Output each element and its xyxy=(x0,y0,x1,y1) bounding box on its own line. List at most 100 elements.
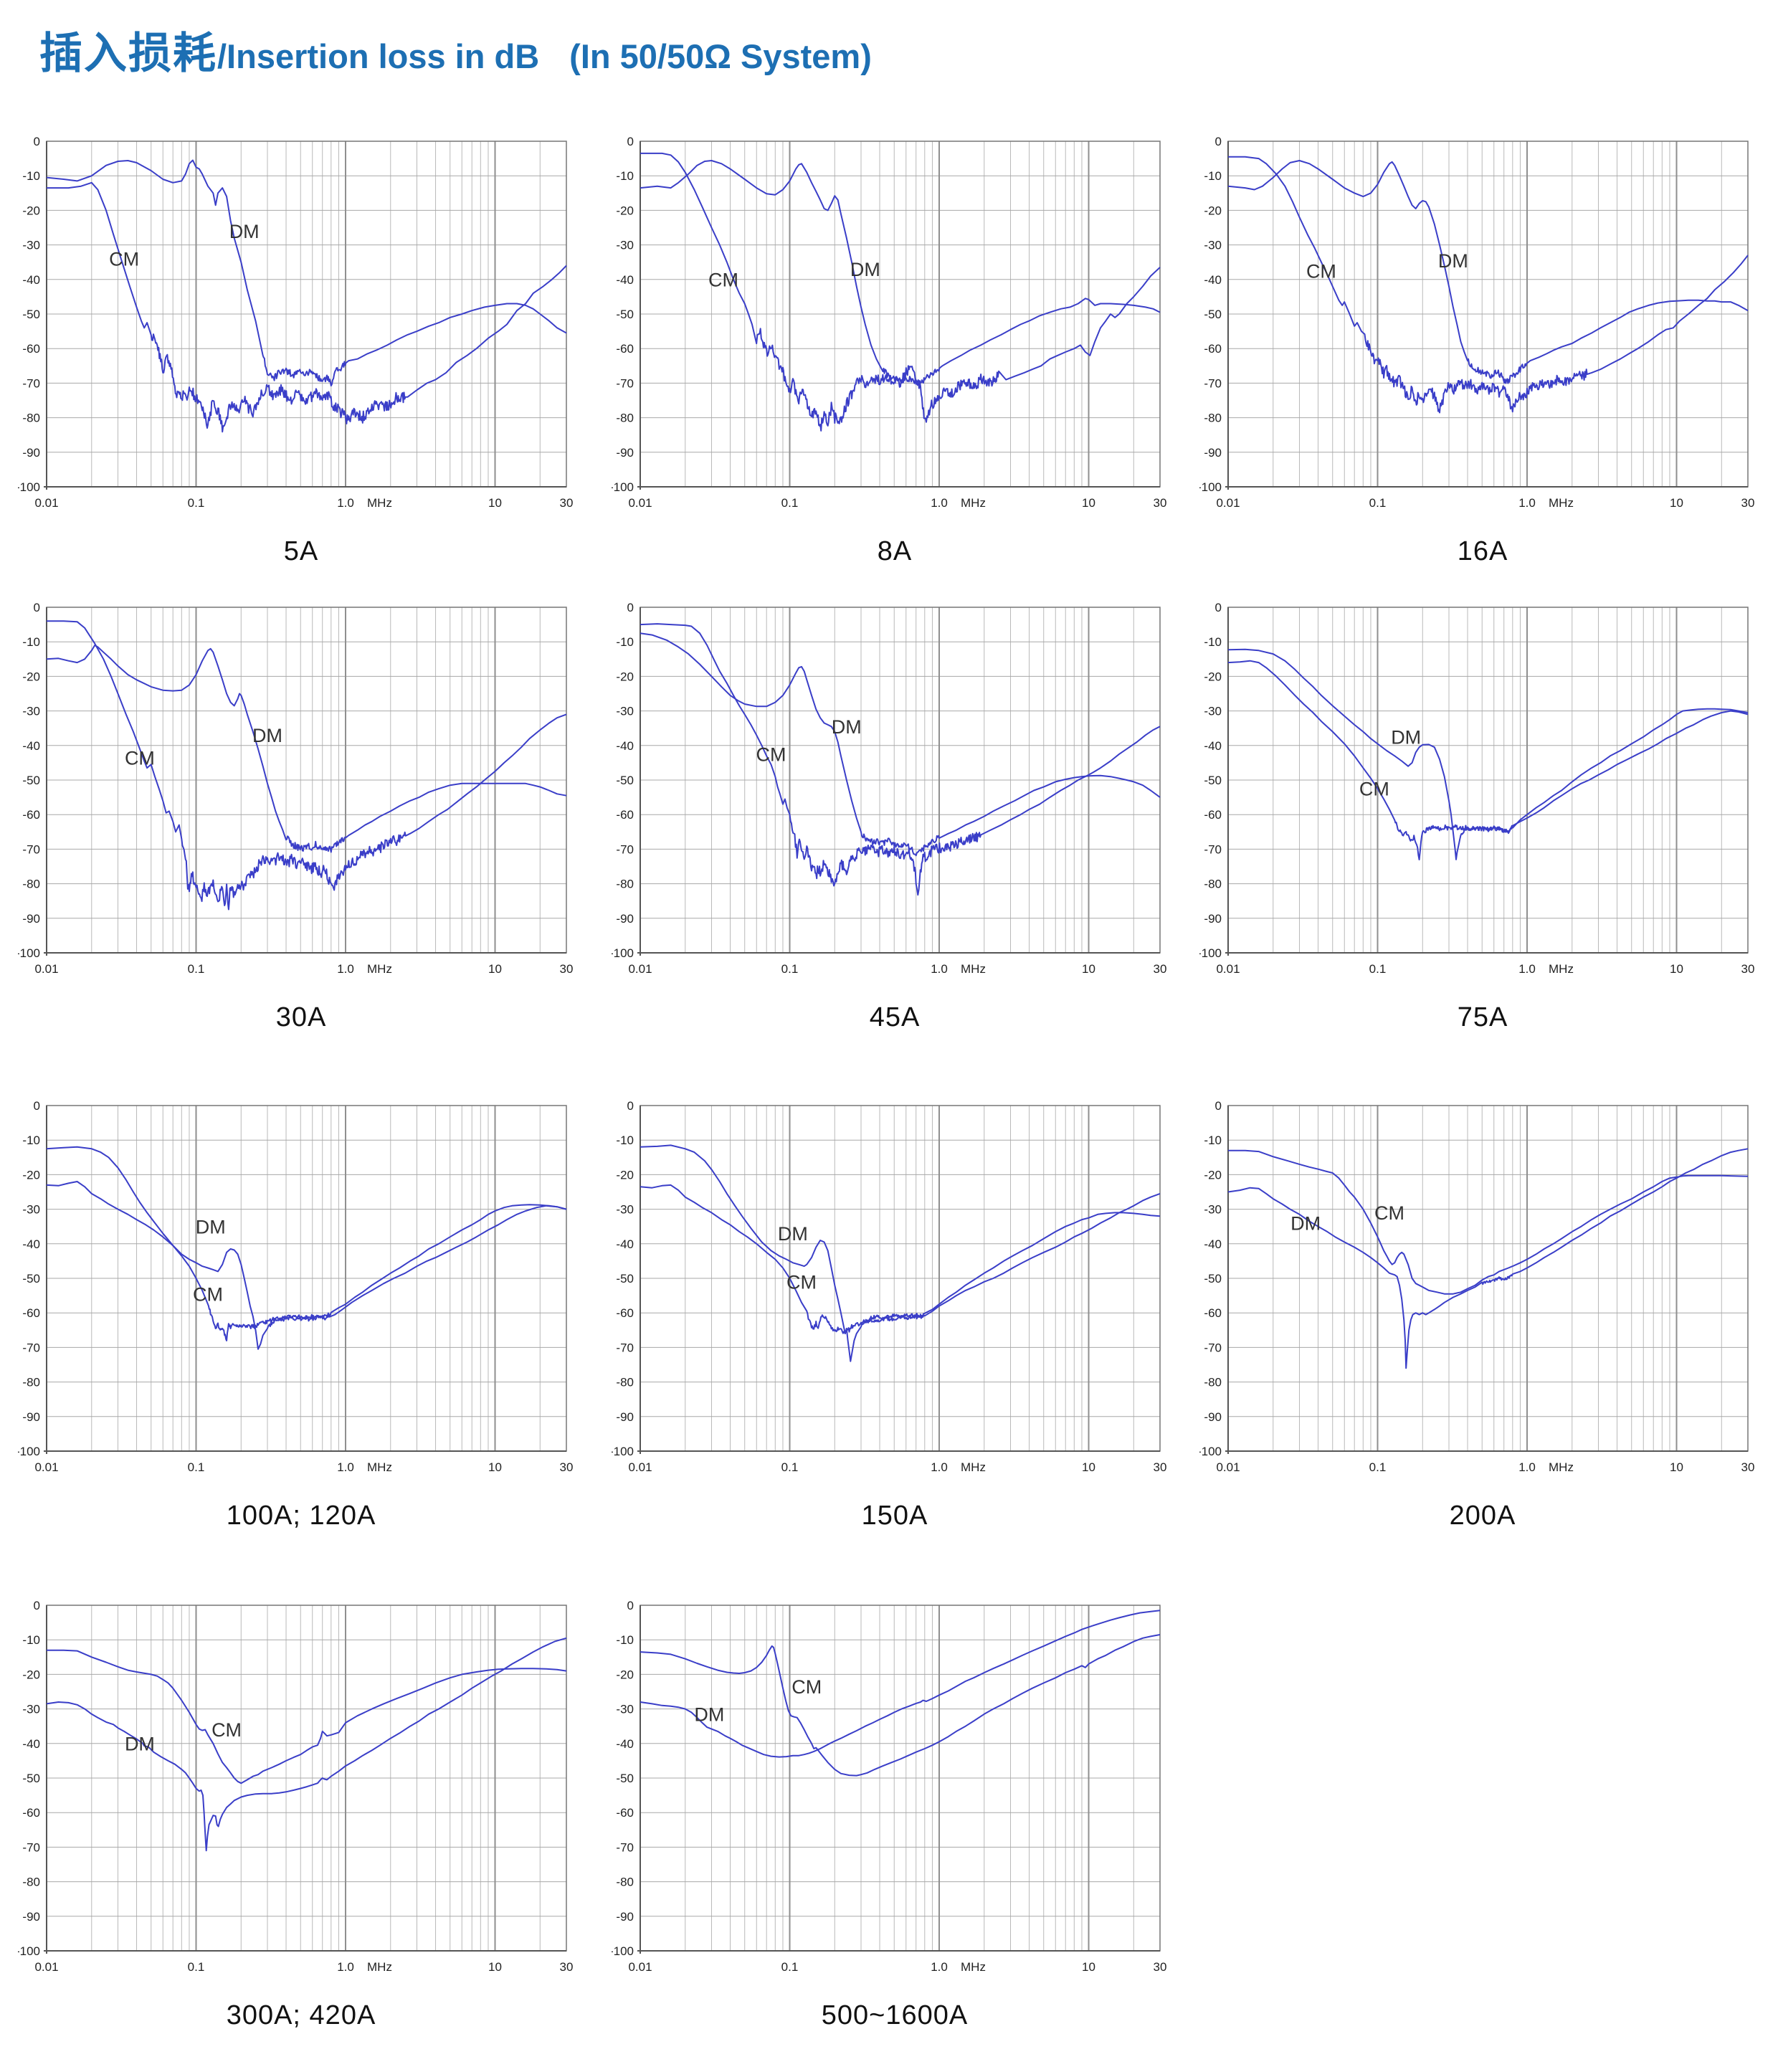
x-axis-unit-label: MHz xyxy=(367,1460,392,1474)
y-tick-label: -80 xyxy=(1204,412,1222,425)
y-tick-label: -100 xyxy=(1199,1445,1222,1458)
y-tick-label: -40 xyxy=(1204,273,1222,287)
y-tick-label: -70 xyxy=(1204,842,1222,856)
x-tick-label: 0.01 xyxy=(628,962,652,976)
x-tick-label: 10 xyxy=(1670,962,1683,976)
chart-caption: 8A xyxy=(877,536,913,566)
cm-curve-label: CM xyxy=(211,1719,242,1741)
chart-30a: 0 -10 -20 -30 -40 -50 -60 -70 -80 -90 -100 0.01 0.1 1… xyxy=(18,574,584,1061)
y-tick-label: -60 xyxy=(616,342,634,356)
x-tick-label: 0.01 xyxy=(628,1460,652,1474)
cm-curve-label: CM xyxy=(1374,1202,1404,1224)
chart-30a-plot: 0 -10 -20 -30 -40 -50 -60 -70 -80 -90 -100 0.01 0.1 1… xyxy=(18,601,573,976)
chart-75a-plot: 0 -10 -20 -30 -40 -50 -60 -70 -80 -90 -100 0.01 0.1 1… xyxy=(1199,601,1755,976)
y-tick-label: 0 xyxy=(34,1099,40,1113)
y-tick-label: -10 xyxy=(22,1134,40,1147)
y-tick-label: 0 xyxy=(34,135,40,148)
chart-caption: 100A; 120A xyxy=(226,1501,376,1531)
dm-curve-label: DM xyxy=(850,259,880,280)
chart-500-1600a: 0 -10 -20 -30 -40 -50 -60 -70 -80 -90 -100 0.01 0.1 1… xyxy=(612,1572,1178,2059)
y-tick-label: -70 xyxy=(22,1840,40,1854)
cm-curve xyxy=(640,623,1161,896)
chart-150a-plot: 0 -10 -20 -30 -40 -50 -60 -70 -80 -90 -100 0.01 0.1 1… xyxy=(612,1099,1166,1474)
y-tick-label: -40 xyxy=(1204,1237,1222,1251)
chart-caption: 75A xyxy=(1457,1002,1508,1032)
y-tick-label: -30 xyxy=(616,1203,634,1217)
y-tick-label: -30 xyxy=(616,705,634,718)
cm-curve-label: CM xyxy=(1306,260,1336,282)
y-tick-label: -50 xyxy=(616,774,634,787)
x-tick-label: 0.01 xyxy=(34,962,58,976)
y-tick-label: -50 xyxy=(1204,308,1222,321)
chart-caption: 500~1600A xyxy=(821,2000,969,2030)
y-tick-label: -70 xyxy=(616,842,634,856)
y-tick-label: -50 xyxy=(22,1772,40,1785)
y-tick-label: -20 xyxy=(22,1168,40,1182)
y-tick-label: -100 xyxy=(612,480,634,494)
x-tick-label: 30 xyxy=(1154,1960,1167,1974)
x-tick-label: 10 xyxy=(1082,496,1095,510)
dm-curve xyxy=(46,1637,567,1852)
cm-curve-label: CM xyxy=(1359,779,1389,800)
x-tick-label: 0.1 xyxy=(781,1460,799,1474)
y-tick-label: -90 xyxy=(616,446,634,460)
x-tick-label: 0.1 xyxy=(781,496,799,510)
y-tick-label: -10 xyxy=(616,169,634,183)
x-tick-label: 30 xyxy=(1741,962,1755,976)
y-tick-label: -80 xyxy=(22,1876,40,1889)
y-tick-label: -80 xyxy=(22,412,40,425)
x-tick-label: 1.0 xyxy=(931,1960,948,1974)
x-tick-label: 10 xyxy=(1082,962,1095,976)
y-tick-label: -80 xyxy=(22,878,40,891)
y-tick-label: 0 xyxy=(627,601,634,614)
dm-curve-label: DM xyxy=(694,1703,724,1725)
x-tick-label: 0.1 xyxy=(188,1460,205,1474)
x-axis-unit-label: MHz xyxy=(961,1960,986,1974)
chart-16a: 0 -10 -20 -30 -40 -50 -60 -70 -80 -90 -100 0.01 0.1 1… xyxy=(1199,108,1766,595)
x-axis-unit-label: MHz xyxy=(961,496,986,510)
x-tick-label: 0.1 xyxy=(188,496,205,510)
y-tick-label: -50 xyxy=(616,1772,634,1785)
cm-curve xyxy=(1228,156,1749,414)
chart-45a-plot: 0 -10 -20 -30 -40 -50 -60 -70 -80 -90 -100 0.01 0.1 1… xyxy=(612,601,1166,976)
cm-curve xyxy=(47,1649,567,1785)
y-tick-label: -80 xyxy=(22,1376,40,1389)
y-tick-label: -70 xyxy=(22,376,40,390)
y-tick-label: -30 xyxy=(1204,705,1222,718)
x-axis-unit-label: MHz xyxy=(367,496,392,510)
y-tick-label: -70 xyxy=(22,842,40,856)
y-tick-label: 0 xyxy=(1215,601,1222,614)
x-tick-label: 0.01 xyxy=(628,1960,652,1974)
y-tick-label: -10 xyxy=(22,635,40,649)
y-tick-label: 0 xyxy=(34,601,40,614)
chart-caption: 30A xyxy=(275,1002,327,1032)
chart-5a-plot: 0 -10 -20 -30 -40 -50 -60 -70 -80 -90 -100 0.01 0.1 1… xyxy=(18,135,573,510)
x-tick-label: 10 xyxy=(1082,1960,1095,1974)
y-tick-label: -20 xyxy=(22,204,40,217)
y-tick-label: -60 xyxy=(616,1806,634,1820)
y-tick-label: -90 xyxy=(1204,912,1222,926)
x-tick-label: 1.0 xyxy=(337,962,354,976)
x-tick-label: 0.1 xyxy=(188,1960,205,1974)
x-axis-unit-label: MHz xyxy=(367,1960,392,1974)
y-tick-label: -20 xyxy=(22,670,40,683)
chart-150a: 0 -10 -20 -30 -40 -50 -60 -70 -80 -90 -100 0.01 0.1 1… xyxy=(612,1072,1178,1559)
page-title-system: (In 50/50Ω System) xyxy=(569,37,872,75)
dm-curve xyxy=(640,160,1161,386)
y-tick-label: -30 xyxy=(22,239,40,252)
y-tick-label: -40 xyxy=(22,273,40,287)
cm-curve-label: CM xyxy=(708,269,738,290)
y-tick-label: -60 xyxy=(22,1806,40,1820)
y-tick-label: -80 xyxy=(1204,1376,1222,1389)
x-tick-label: 30 xyxy=(560,1460,574,1474)
y-tick-label: 0 xyxy=(1215,135,1222,148)
chart-100a-120a-plot: 0 -10 -20 -30 -40 -50 -60 -70 -80 -90 -100 0.01 0.1 1… xyxy=(18,1099,574,1474)
y-tick-label: 0 xyxy=(627,1599,634,1612)
y-tick-label: -80 xyxy=(1204,878,1222,891)
x-tick-label: 10 xyxy=(1082,1460,1095,1474)
chart-caption: 45A xyxy=(869,1002,921,1032)
y-tick-label: -90 xyxy=(22,446,40,460)
page-title: 插入损耗/Insertion loss in dB (In 50/50Ω Syst… xyxy=(39,19,872,81)
chart-200a-plot: 0 -10 -20 -30 -40 -50 -60 -70 -80 -90 -100 0.01 0.1 1… xyxy=(1199,1099,1754,1474)
y-tick-label: -40 xyxy=(22,739,40,753)
